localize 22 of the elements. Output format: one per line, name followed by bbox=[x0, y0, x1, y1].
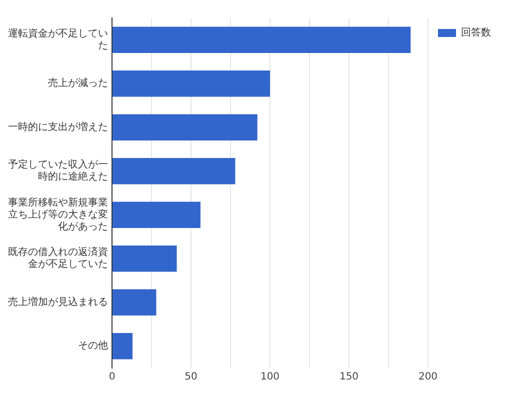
bar bbox=[112, 246, 177, 272]
legend-label: 回答数 bbox=[461, 26, 491, 39]
x-tick-label: 0 bbox=[108, 372, 116, 383]
bar bbox=[112, 202, 200, 228]
bar bbox=[112, 289, 156, 316]
x-tick-label: 100 bbox=[260, 372, 280, 383]
x-tick-label: 200 bbox=[418, 372, 438, 383]
y-tick-label: 売上が減った bbox=[48, 77, 108, 90]
bar bbox=[112, 70, 270, 97]
y-tick-label: 運転資金が不足していた bbox=[8, 27, 108, 52]
bar bbox=[112, 333, 133, 360]
y-tick-label: その他 bbox=[78, 340, 108, 352]
y-tick-label: 事業所移転や新規事業立ち上げ等の大きな変化があった bbox=[8, 196, 108, 232]
bar bbox=[112, 158, 236, 184]
bar bbox=[112, 114, 258, 140]
bar bbox=[112, 26, 411, 53]
y-tick-label: 予定していた収入が一時的に途絶えた bbox=[8, 158, 108, 183]
x-tick-label: 50 bbox=[184, 372, 198, 383]
x-tick-label: 150 bbox=[339, 372, 359, 383]
y-tick-label: 一時的に支出が増えた bbox=[8, 120, 108, 133]
y-tick-label: 既存の借入れの返済資金が不足していた bbox=[8, 246, 108, 270]
y-tick-label: 売上増加が見込まれる bbox=[8, 296, 108, 308]
